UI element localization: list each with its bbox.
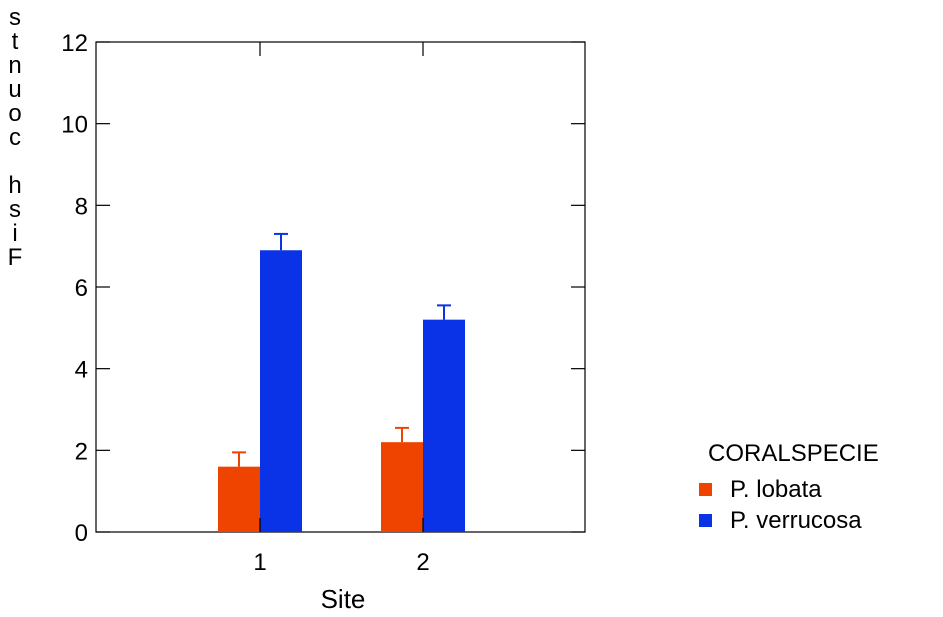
y-axis-title-char: c — [9, 124, 21, 151]
y-tick-label: 10 — [61, 112, 88, 139]
y-tick-label: 0 — [75, 520, 88, 547]
legend-items: P. lobata P. verrucosa — [699, 476, 862, 534]
x-tick-label: 2 — [416, 549, 429, 576]
bar-p-lobata-1 — [218, 466, 260, 532]
legend-label: P. verrucosa — [730, 507, 862, 534]
y-axis-title-char: i — [12, 220, 17, 247]
y-tick-label: 6 — [75, 275, 88, 302]
error-bars-group — [232, 232, 451, 467]
y-axis-title-char: n — [8, 52, 21, 79]
legend-label: P. lobata — [730, 476, 822, 503]
y-tick-label: 8 — [75, 193, 88, 220]
y-axis-title-char: s — [9, 4, 21, 31]
y-axis-title-char: s — [9, 196, 21, 223]
bar-p-lobata-2 — [381, 442, 423, 532]
y-tick-label: 2 — [75, 438, 88, 465]
legend-title: CORALSPECIE — [708, 440, 879, 467]
y-axis-title-char: t — [12, 28, 19, 55]
y-axis-ticks: 0 2 4 6 8 10 12 — [61, 30, 585, 547]
bars-group — [218, 250, 465, 532]
plot-border — [95, 41, 586, 533]
x-tick-label: 1 — [253, 549, 266, 576]
y-tick-label: 12 — [61, 30, 88, 57]
y-axis-title-char: o — [8, 100, 21, 127]
y-axis-title-char: u — [8, 76, 21, 103]
y-tick-label: 4 — [75, 357, 88, 384]
legend: CORALSPECIE P. lobata P. verrucosa — [699, 440, 879, 534]
x-axis-title: Site — [321, 584, 366, 614]
bar-p-verrucosa-1 — [260, 250, 302, 532]
bar-p-verrucosa-2 — [423, 319, 465, 532]
plot-frame — [95, 41, 586, 533]
y-axis-title-char: h — [8, 172, 21, 199]
legend-swatch — [699, 514, 712, 527]
y-axis-title-char: F — [8, 244, 23, 271]
legend-swatch — [699, 483, 712, 496]
